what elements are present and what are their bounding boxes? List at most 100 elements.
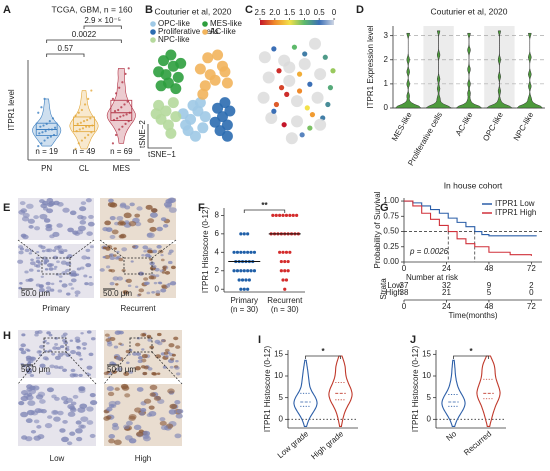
- point: [127, 120, 130, 123]
- strata-label: Strata: [379, 278, 388, 300]
- point: [239, 269, 243, 273]
- point: [53, 126, 57, 129]
- cell: [124, 393, 131, 398]
- point: [239, 232, 243, 236]
- cell: [66, 441, 73, 446]
- cell: [142, 333, 147, 337]
- cell: [52, 249, 57, 253]
- cell: [29, 249, 34, 252]
- cell: [169, 365, 174, 369]
- comparison-bracket: [46, 39, 122, 43]
- cell: [79, 266, 85, 270]
- panel-label: I: [258, 334, 261, 346]
- point: [258, 51, 271, 64]
- cell: [99, 268, 105, 272]
- cell: [118, 234, 125, 239]
- cell: [160, 425, 169, 431]
- cell: [78, 386, 86, 392]
- cell: [35, 394, 44, 400]
- cell: [156, 226, 163, 232]
- cell: [108, 198, 114, 203]
- point: [82, 120, 86, 123]
- cell: [148, 410, 157, 417]
- point: [271, 46, 277, 52]
- cell: [36, 425, 42, 429]
- cell: [19, 201, 26, 206]
- chart-title: TCGA, GBM, n = 160: [51, 4, 132, 14]
- violin: [394, 32, 422, 109]
- cell: [156, 372, 161, 376]
- violin: [455, 32, 483, 109]
- point: [79, 121, 82, 124]
- cell: [170, 281, 177, 286]
- cell: [125, 278, 132, 283]
- cell: [61, 338, 67, 343]
- cell: [149, 261, 155, 266]
- cell: [50, 282, 55, 286]
- cell: [157, 281, 161, 284]
- cell: [147, 218, 155, 224]
- significance-bracket: [243, 209, 286, 213]
- cell: [108, 269, 113, 272]
- cell: [30, 258, 34, 262]
- zoom-box: [129, 337, 153, 353]
- point: [283, 74, 296, 87]
- cell: [175, 359, 179, 363]
- y-tick-label: 0: [215, 284, 220, 293]
- point: [285, 132, 298, 145]
- y-tick-label: 1.00: [383, 196, 399, 205]
- cell: [169, 403, 178, 410]
- point: [281, 250, 285, 254]
- cell: [164, 348, 170, 353]
- cell: [85, 248, 91, 253]
- cell: [143, 398, 152, 404]
- cell: [39, 344, 45, 349]
- point: [123, 103, 126, 106]
- violin: [485, 30, 513, 109]
- cell: [20, 208, 28, 213]
- cell: [134, 245, 139, 248]
- chart-title: In house cohort: [444, 180, 503, 190]
- cell: [37, 434, 45, 440]
- point: [43, 97, 46, 100]
- legend-swatch: [150, 21, 156, 27]
- cell: [36, 269, 41, 273]
- cell: [34, 226, 41, 231]
- cell: [109, 216, 116, 221]
- cell: [43, 218, 51, 223]
- cell: [21, 435, 28, 440]
- cell: [134, 342, 141, 347]
- cell: [26, 203, 34, 209]
- point: [232, 269, 236, 273]
- point: [165, 49, 177, 61]
- cell: [117, 221, 124, 226]
- x-tick-label: 0: [402, 264, 407, 273]
- point: [120, 106, 123, 109]
- cell: [49, 364, 55, 369]
- cell: [124, 435, 133, 441]
- panel-label: F: [198, 202, 205, 214]
- y-tick-label: 15: [274, 349, 283, 358]
- point: [117, 108, 120, 112]
- colorbar-label: 0: [332, 8, 337, 17]
- cell: [105, 338, 111, 342]
- annotation: p = 0.0026: [409, 247, 449, 256]
- cell: [79, 220, 87, 225]
- x-tick-label: 24: [442, 302, 451, 311]
- legend-swatch: [150, 29, 156, 35]
- cell: [20, 411, 29, 418]
- cell: [135, 285, 139, 288]
- cell: [143, 277, 149, 281]
- risk-value: 37: [400, 281, 409, 290]
- risk-value: 21: [442, 288, 451, 297]
- point: [307, 81, 313, 87]
- point: [278, 85, 285, 91]
- point: [45, 122, 48, 125]
- cell: [155, 274, 160, 278]
- cell: [33, 419, 40, 424]
- x-tick-label: MES: [113, 164, 130, 173]
- cell: [45, 286, 52, 290]
- panel-label: B: [145, 4, 153, 16]
- violin: [441, 359, 466, 427]
- point: [87, 97, 90, 100]
